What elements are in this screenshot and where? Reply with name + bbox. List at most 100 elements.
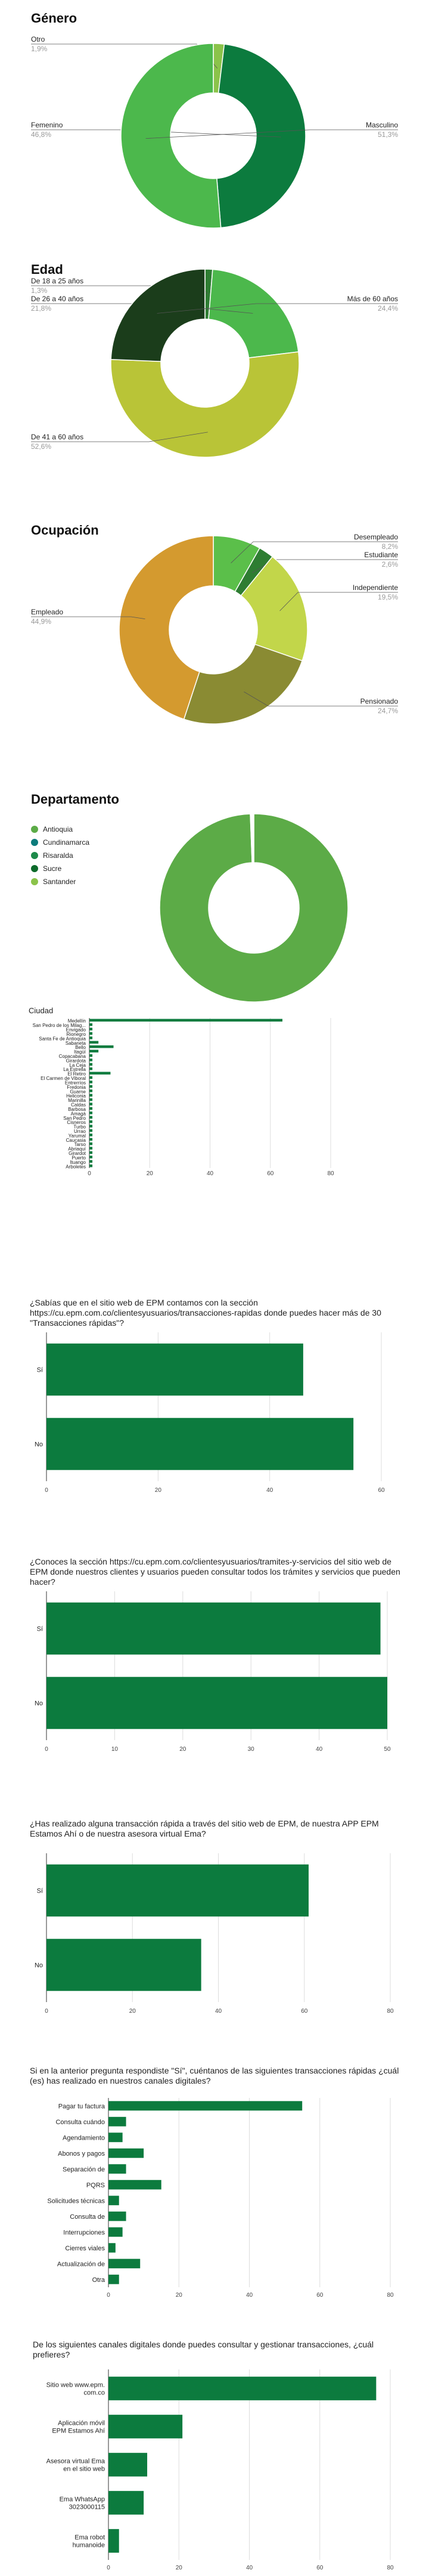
pie-slice-de-26-a-40-anos[interactable]: [208, 268, 299, 358]
bar-ituango[interactable]: [89, 1160, 93, 1163]
bar-arboletes[interactable]: [89, 1164, 93, 1167]
bar-si[interactable]: [46, 1602, 381, 1655]
bar-el-retiro[interactable]: [89, 1072, 111, 1075]
category-label-actualizacion-de: Actualización de: [57, 2260, 105, 2268]
category-label-guarne: Guarne: [70, 1089, 86, 1094]
bar-sabaneta[interactable]: [89, 1041, 99, 1044]
category-label-si: Sí: [37, 1626, 43, 1633]
bar-marinilla[interactable]: [89, 1098, 93, 1101]
bar-fredonia[interactable]: [89, 1085, 93, 1088]
bar-ema-whatsapp-3023000115[interactable]: [108, 2491, 144, 2515]
bar-la-ceja[interactable]: [89, 1063, 93, 1066]
bar-cierres-viales[interactable]: [108, 2243, 116, 2253]
bar-caucasia[interactable]: [89, 1138, 93, 1141]
bar-girardot[interactable]: [89, 1151, 93, 1154]
bar-bello[interactable]: [89, 1045, 114, 1048]
category-label-separacion-de: Separación de: [63, 2166, 105, 2173]
bar-no[interactable]: [46, 1417, 354, 1470]
bar-itagui[interactable]: [89, 1050, 99, 1053]
bar-envigado[interactable]: [89, 1028, 93, 1031]
bar-copacabana[interactable]: [89, 1054, 93, 1057]
category-label-caldas: Caldas: [71, 1103, 86, 1108]
bar-el-carmen-de-viboral[interactable]: [89, 1076, 93, 1079]
bar-aplicacion-movil-epm-estamos-ahi[interactable]: [108, 2415, 183, 2438]
bar-santa-fe-de-antioquia[interactable]: [89, 1036, 93, 1039]
legend-item-antioquia[interactable]: Antioquia: [31, 825, 73, 833]
category-label-consulta-de: Consulta de: [70, 2213, 105, 2221]
leader-line-empleado: [31, 616, 145, 620]
category-label-si: Sí: [37, 1888, 43, 1895]
category-label-arboletes: Arboletes: [66, 1164, 86, 1169]
bar-san-pedro-de-los-milag[interactable]: [89, 1023, 93, 1026]
bar-medellin[interactable]: [89, 1019, 282, 1022]
pie-slice-independiente[interactable]: [240, 556, 308, 661]
legend-swatch: [31, 865, 38, 872]
pie-slice-de-41-a-60-anos[interactable]: [110, 351, 300, 458]
legend-item-cundinamarca[interactable]: Cundinamarca: [31, 838, 89, 847]
bar-si[interactable]: [46, 1343, 303, 1396]
bar-otra[interactable]: [108, 2274, 119, 2284]
x-tick-label: 40: [266, 1487, 273, 1494]
transacciones-section: Si en la anterior pregunta respondiste "…: [0, 2066, 429, 2316]
bar-entrerrios[interactable]: [89, 1081, 93, 1084]
x-tick-label: 80: [387, 2292, 394, 2299]
bar-no[interactable]: [46, 1938, 201, 1991]
bar-caldas[interactable]: [89, 1103, 93, 1106]
bar-yarumal[interactable]: [89, 1134, 93, 1136]
bar-consulta-de[interactable]: [108, 2211, 126, 2221]
pie-slice-pensionado[interactable]: [183, 644, 303, 725]
bar-turbo[interactable]: [89, 1125, 93, 1128]
bar-abriaqui[interactable]: [89, 1147, 93, 1150]
category-label-medellin: Medellín: [68, 1019, 86, 1024]
ocupacion-title: Ocupación: [31, 523, 99, 538]
pie-slice-santander[interactable]: [252, 813, 254, 863]
bar-heliconia[interactable]: [89, 1094, 93, 1097]
bar-pqrs[interactable]: [108, 2180, 161, 2190]
x-tick-label: 40: [207, 1170, 214, 1177]
bar-guarne[interactable]: [89, 1089, 93, 1092]
slice-percent-empleado: 44,9%: [31, 617, 51, 626]
bar-girardota[interactable]: [89, 1058, 93, 1061]
conoces-bar-chart: 0 10 20 30 40 50 Sí No: [35, 1591, 391, 1753]
bar-abonos-y-pagos[interactable]: [108, 2148, 144, 2158]
bar-cisneros[interactable]: [89, 1120, 93, 1123]
bar-no[interactable]: [46, 1676, 387, 1729]
bar-san-pedro[interactable]: [89, 1116, 93, 1119]
legend-item-sucre[interactable]: Sucre: [31, 864, 61, 873]
pie-slice-masculino[interactable]: [120, 43, 222, 229]
slice-percent-femenino: 46,8%: [31, 130, 51, 139]
bar-tarso[interactable]: [89, 1142, 93, 1145]
bar-solicitudes-tecnicas[interactable]: [108, 2196, 119, 2206]
bar-pagar-tu-factura[interactable]: [108, 2101, 303, 2111]
bar-consulta-cuando[interactable]: [108, 2116, 126, 2127]
category-label-caucasia: Caucasia: [66, 1138, 86, 1143]
bar-barbosa[interactable]: [89, 1107, 93, 1110]
bar-amaga[interactable]: [89, 1111, 93, 1114]
x-tick-label: 40: [215, 2008, 222, 2015]
bar-si[interactable]: [46, 1864, 309, 1917]
category-label-no: No: [35, 1700, 43, 1707]
bar-ema-robot-humanoide[interactable]: [108, 2529, 119, 2553]
bar-asesora-virtual-ema-en-el-sitio-web[interactable]: [108, 2453, 148, 2477]
legend-item-santander[interactable]: Santander: [31, 878, 76, 886]
bar-actualizacion-de[interactable]: [108, 2259, 141, 2269]
pie-slice-empleado[interactable]: [119, 535, 214, 720]
slice-label-desempleado: Desempleado: [354, 533, 398, 541]
pie-slice-mas-de-60-anos[interactable]: [110, 268, 206, 362]
bar-rionegro[interactable]: [89, 1032, 93, 1035]
bar-interrupciones[interactable]: [108, 2227, 123, 2237]
conoces-title: ¿Conoces la sección https://cu.epm.com.c…: [30, 1557, 400, 1587]
bar-puerto[interactable]: [89, 1156, 93, 1159]
bar-sitio-web-www-epm-com-co[interactable]: [108, 2377, 377, 2400]
bar-la-estrella[interactable]: [89, 1067, 93, 1070]
legend-item-risaralda[interactable]: Risaralda: [31, 851, 73, 860]
x-tick-label: 20: [147, 1170, 154, 1177]
x-tick-label: 20: [179, 1746, 186, 1753]
category-label-consulta-cuando: Consulta cuándo: [55, 2119, 105, 2126]
bar-separacion-de[interactable]: [108, 2164, 126, 2174]
bar-agendamiento[interactable]: [108, 2132, 123, 2143]
pie-slice-antioquia[interactable]: [159, 813, 349, 1003]
bar-urrao[interactable]: [89, 1129, 93, 1132]
